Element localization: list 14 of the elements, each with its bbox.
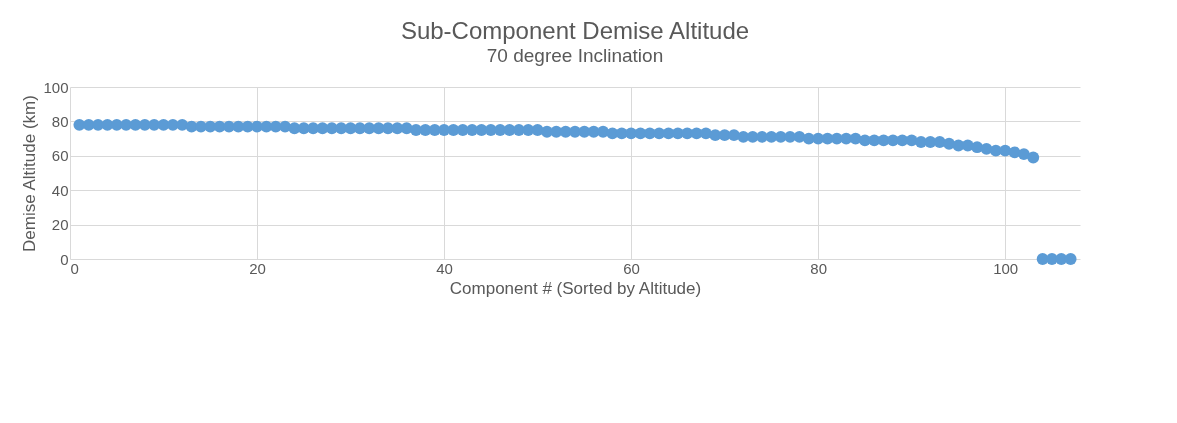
x-tick-label: 60 bbox=[623, 259, 640, 277]
x-tick-label: 100 bbox=[993, 259, 1019, 277]
y-tick-label: 100 bbox=[43, 78, 69, 96]
y-tick-label: 20 bbox=[51, 216, 69, 234]
y-tick-label: 60 bbox=[51, 147, 69, 165]
x-tick-label: 80 bbox=[810, 259, 827, 277]
y-tick-label: 40 bbox=[51, 181, 69, 199]
x-tick-label: 20 bbox=[249, 259, 266, 277]
x-tick-label: 40 bbox=[436, 259, 453, 277]
y-tick-label: 80 bbox=[51, 112, 69, 130]
chart-subtitle: 70 degree Inclination bbox=[486, 45, 664, 66]
y-axis-title: Demise Altitude (km) bbox=[20, 95, 40, 252]
x-axis-title: Component # (Sorted by Altitude) bbox=[449, 278, 702, 298]
chart-title: Sub-Component Demise Altitude bbox=[400, 17, 750, 44]
